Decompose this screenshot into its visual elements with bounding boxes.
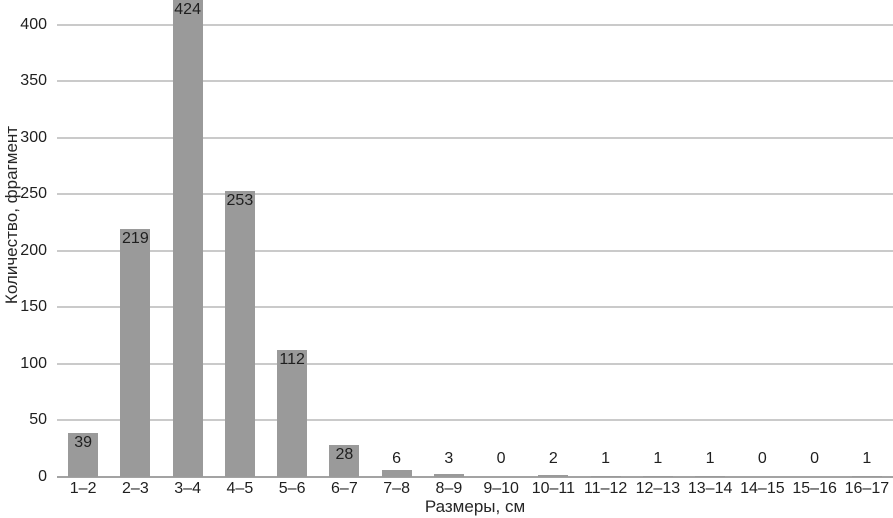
bar-value-label: 6 [392,450,402,467]
x-tick-label: 14–15 [740,480,785,497]
bar [433,473,464,477]
x-tick-label: 5–6 [278,480,306,497]
bar [172,0,203,477]
gridline [57,136,893,139]
bar-value-label: 112 [279,351,305,369]
bar [120,229,151,477]
y-tick-label: 150 [20,298,47,316]
bar [642,475,673,477]
y-tick-label: 300 [20,128,47,146]
bar [329,445,360,477]
bar-value-label: 1 [653,450,663,467]
x-axis-line [57,476,893,478]
bar [590,475,621,477]
bar-value-label: 0 [496,450,506,467]
x-tick-label: 16–17 [844,480,890,497]
y-tick-label: 0 [38,468,47,485]
bar [695,475,726,477]
y-tick-label: 250 [20,185,47,203]
y-tick-label: 200 [20,241,47,259]
bar-value-label: 0 [810,450,820,467]
x-tick-label: 1–2 [69,480,97,497]
x-tick-label: 4–5 [226,480,254,497]
x-tick-label: 12–13 [635,480,681,497]
x-axis-title: Размеры, см [424,497,526,516]
bar [224,191,255,477]
bar [277,350,308,477]
y-tick-label: 100 [20,354,47,372]
bar-value-label: 1 [601,450,611,467]
bar-value-label: 424 [174,1,201,18]
x-tick-label: 11–12 [583,480,628,497]
gridline [57,249,893,252]
x-tick-label: 15–16 [792,480,837,497]
y-tick-label: 400 [20,15,47,33]
gridline [57,23,893,26]
x-tick-label: 2–3 [122,480,149,497]
x-tick-label: 3–4 [174,480,201,497]
bar-value-label: 253 [226,192,254,210]
y-tick-label: 50 [29,411,47,429]
bar [538,474,569,477]
gridline [57,362,893,365]
x-tick-label: 13–14 [687,480,733,497]
bar [68,432,99,477]
gridline [57,306,893,309]
gridline [57,419,893,422]
bar-value-label: 2 [548,450,558,467]
gridline [57,80,893,83]
y-tick-label: 350 [20,72,47,90]
bar-value-label: 1 [705,450,715,467]
bar-value-label: 1 [862,450,872,467]
x-tick-label: 10–11 [531,480,576,497]
x-tick-label: 8–9 [435,480,463,497]
bar-value-label: 39 [74,433,93,451]
x-tick-label: 9–10 [483,480,519,497]
x-tick-label: 6–7 [331,480,358,497]
bar [851,475,882,477]
bar-value-label: 3 [444,450,454,467]
gridline [57,193,893,196]
bar [381,470,412,477]
bar-value-label: 219 [122,230,149,248]
bar-value-label: 28 [335,446,354,464]
bar-value-label: 0 [757,450,767,467]
x-tick-label: 7–8 [383,480,410,497]
